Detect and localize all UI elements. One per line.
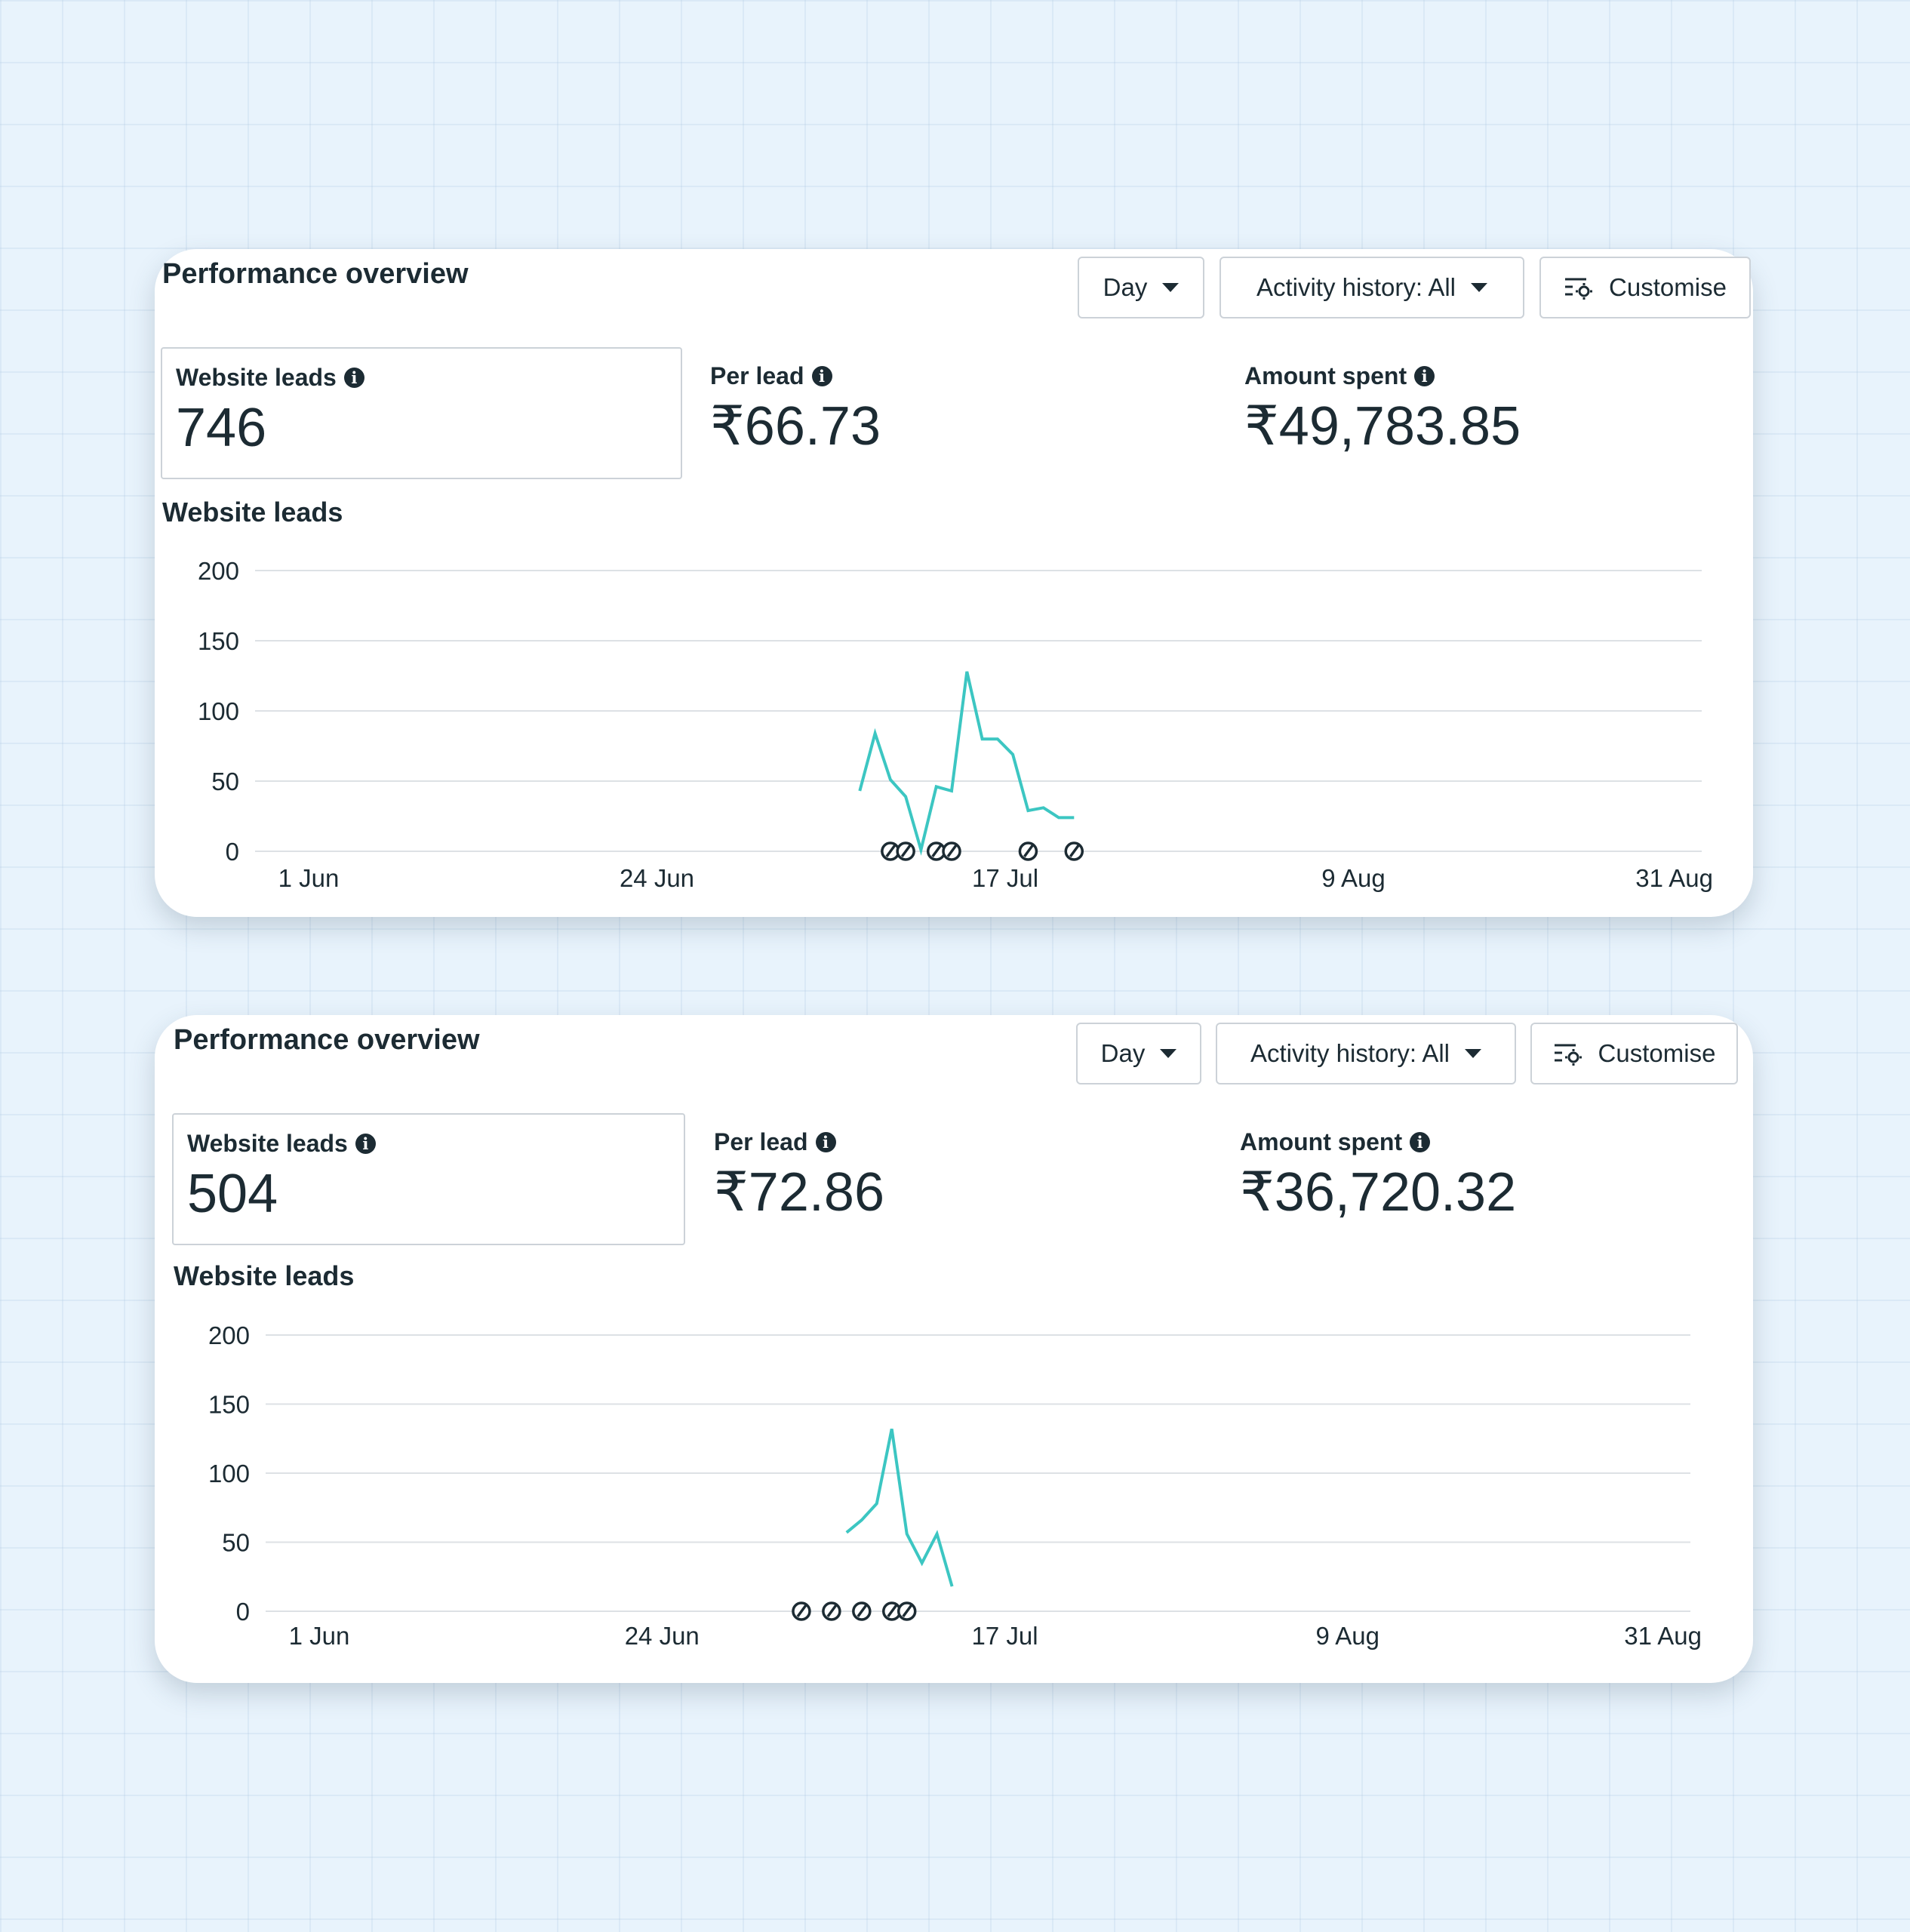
metric-label: Amount spent — [1240, 1128, 1403, 1155]
activity-marker-slash — [887, 1604, 898, 1618]
activity-marker-icon — [942, 841, 961, 861]
activity-marker-slash — [1069, 844, 1080, 858]
activity-history-dropdown[interactable]: Activity history: All — [1220, 257, 1524, 318]
info-icon[interactable]: i — [1414, 366, 1435, 386]
activity-history-label: Activity history: All — [1256, 273, 1456, 301]
activity-marker-slash — [826, 1604, 838, 1618]
customise-button[interactable]: Customise — [1530, 1023, 1738, 1084]
series-line — [845, 1429, 954, 1587]
info-icon[interactable]: i — [343, 368, 364, 388]
info-icon[interactable]: i — [355, 1134, 376, 1154]
y-tick-label: 0 — [226, 838, 239, 866]
panel-title: Performance overview — [174, 1024, 480, 1056]
y-tick-label: 150 — [208, 1391, 250, 1419]
metric-website-leads[interactable]: Website leads i 746 — [161, 347, 682, 479]
metric-per-lead[interactable]: Per lead i ₹66.73 — [697, 347, 1218, 479]
metric-label: Per lead — [714, 1128, 808, 1155]
metric-value: ₹49,783.85 — [1244, 396, 1521, 457]
metric-value: ₹66.73 — [710, 396, 881, 457]
activity-marker-slash — [931, 844, 943, 858]
metric-label: Amount spent — [1244, 362, 1407, 389]
x-tick-label: 31 Aug — [1624, 1622, 1702, 1650]
x-tick-label: 24 Jun — [620, 864, 694, 892]
activity-marker-icon — [852, 1601, 872, 1621]
activity-marker-slash — [1023, 844, 1034, 858]
caret-down-icon — [1160, 1049, 1177, 1058]
activity-marker-icon — [1018, 841, 1038, 861]
customise-label: Customise — [1609, 273, 1727, 301]
x-tick-label: 24 Jun — [625, 1622, 700, 1650]
panel-title: Performance overview — [162, 258, 469, 290]
x-tick-label: 31 Aug — [1635, 864, 1713, 892]
activity-history-label: Activity history: All — [1250, 1039, 1450, 1067]
metric-value: 504 — [187, 1164, 278, 1224]
info-icon[interactable]: i — [1410, 1132, 1431, 1152]
x-tick-label: 9 Aug — [1316, 1622, 1379, 1650]
day-dropdown[interactable]: Day — [1078, 257, 1204, 318]
customise-settings-icon — [1565, 278, 1593, 300]
website-leads-chart: 200 150 100 50 0 1 Jun 24 Jun 17 Jul 9 Aug 31 Aug — [208, 1321, 1702, 1650]
day-dropdown-label: Day — [1100, 1039, 1146, 1067]
customise-button[interactable]: Customise — [1539, 257, 1751, 318]
info-icon[interactable]: i — [811, 366, 832, 386]
day-dropdown[interactable]: Day — [1076, 1023, 1201, 1084]
caret-down-icon — [1471, 283, 1488, 292]
y-tick-label: 0 — [236, 1598, 250, 1626]
metric-value: ₹36,720.32 — [1240, 1162, 1517, 1223]
x-tick-label: 9 Aug — [1321, 864, 1385, 892]
y-tick-label: 200 — [198, 557, 239, 585]
metric-website-leads[interactable]: Website leads i 504 — [172, 1113, 685, 1245]
metric-label: Website leads — [187, 1130, 348, 1157]
activity-marker-slash — [946, 844, 958, 858]
website-leads-chart: 200 150 100 50 0 1 Jun 24 Jun 17 Jul 9 Aug 31 Aug — [198, 557, 1713, 892]
caret-down-icon — [1465, 1049, 1482, 1058]
metric-amount-spent[interactable]: Amount spent i ₹36,720.32 — [1226, 1113, 1739, 1245]
activity-marker-icon — [897, 1601, 917, 1621]
metric-label: Per lead — [710, 362, 804, 389]
activity-marker-icon — [822, 1601, 841, 1621]
chart-title: Website leads — [174, 1260, 355, 1291]
activity-marker-icon — [896, 841, 915, 861]
y-tick-label: 150 — [198, 627, 239, 655]
customise-label: Customise — [1598, 1039, 1716, 1067]
y-tick-label: 100 — [208, 1460, 250, 1487]
y-tick-label: 50 — [222, 1529, 250, 1557]
activity-history-dropdown[interactable]: Activity history: All — [1216, 1023, 1516, 1084]
series-line — [858, 671, 1075, 856]
metric-value: 746 — [176, 398, 267, 458]
caret-down-icon — [1162, 283, 1180, 292]
customise-settings-icon — [1554, 1044, 1582, 1066]
activity-marker-slash — [857, 1604, 868, 1618]
activity-marker-icon — [1064, 841, 1084, 861]
performance-panel-1: Performance overview Day Activity histor… — [155, 249, 1753, 917]
activity-marker-slash — [796, 1604, 807, 1618]
metric-per-lead[interactable]: Per lead i ₹72.86 — [700, 1113, 1213, 1245]
x-tick-label: 17 Jul — [972, 864, 1038, 892]
activity-marker-icon — [792, 1601, 811, 1621]
day-dropdown-label: Day — [1103, 273, 1148, 301]
metric-value: ₹72.86 — [714, 1162, 884, 1223]
activity-marker-slash — [900, 844, 912, 858]
y-tick-label: 200 — [208, 1321, 250, 1349]
activity-marker-slash — [902, 1604, 913, 1618]
x-tick-label: 1 Jun — [278, 864, 340, 892]
activity-marker-slash — [885, 844, 897, 858]
x-tick-label: 1 Jun — [289, 1622, 350, 1650]
x-tick-label: 17 Jul — [971, 1622, 1038, 1650]
y-tick-label: 50 — [211, 768, 239, 795]
metric-label: Website leads — [176, 364, 337, 391]
info-icon[interactable]: i — [815, 1132, 836, 1152]
activity-marker-icon — [881, 841, 900, 861]
y-tick-label: 100 — [198, 697, 239, 725]
chart-title: Website leads — [162, 497, 343, 528]
performance-panel-2: Performance overview Day Activity histor… — [155, 1015, 1753, 1683]
metric-amount-spent[interactable]: Amount spent i ₹49,783.85 — [1231, 347, 1744, 479]
